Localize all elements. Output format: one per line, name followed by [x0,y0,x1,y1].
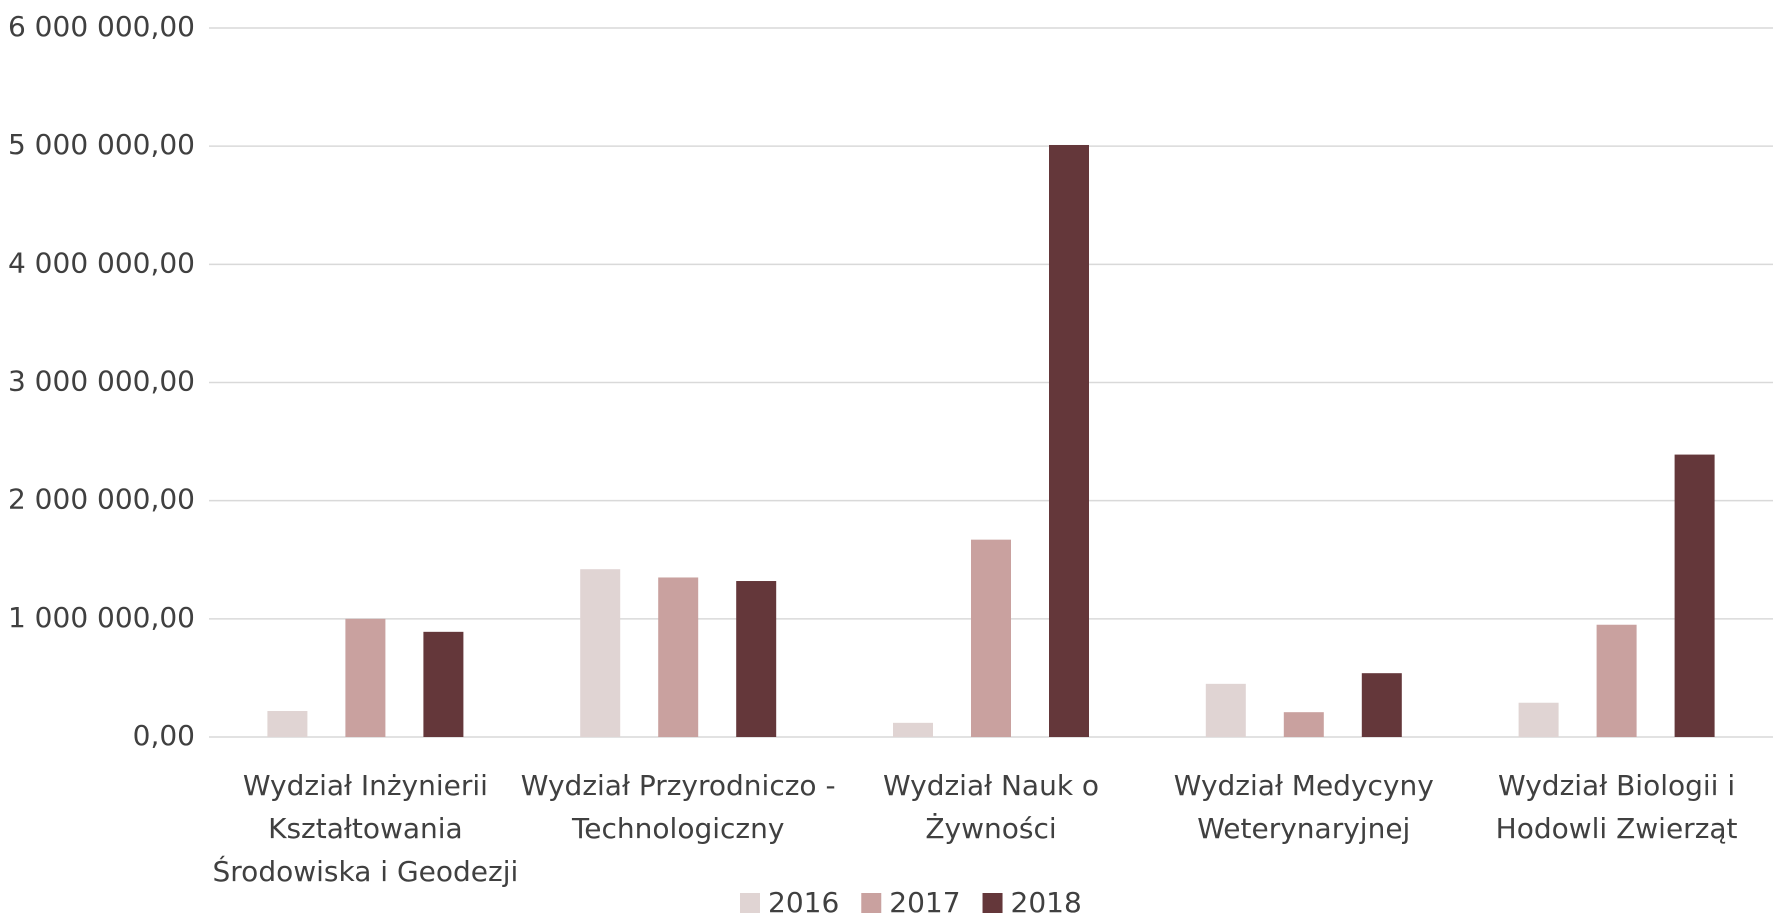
bar [1362,673,1402,737]
legend-label: 2016 [768,886,839,919]
bar [1284,712,1324,737]
bar [1206,684,1246,737]
bar [267,711,307,737]
bar [1519,703,1559,737]
bar [971,540,1011,737]
legend-label: 2017 [889,886,960,919]
bar [736,581,776,737]
y-tick-label: 5 000 000,00 [8,128,195,161]
x-tick-label: Wydział Inżynierii Kształtowania Środowi… [205,764,525,893]
bar [658,577,698,737]
chart: 0,00 1 000 000,00 2 000 000,00 3 000 000,00… [0,0,1773,923]
legend-label: 2018 [1011,886,1082,919]
y-tick-label: 0,00 [133,719,195,752]
y-tick-label: 2 000 000,00 [8,483,195,516]
x-tick-label: Wydział Medycyny Weterynaryjnej [1144,764,1464,850]
y-tick-label: 1 000 000,00 [8,601,195,634]
x-tick-label: Wydział Przyrodniczo - Technologiczny [518,764,838,850]
bar [1675,455,1715,737]
bar [423,632,463,737]
x-tick-label: Wydział Nauk o Żywności [831,764,1151,850]
bar [893,723,933,737]
legend-swatch [740,893,760,913]
bar [580,569,620,737]
bar [1597,625,1637,737]
bar [345,619,385,737]
y-tick-label: 3 000 000,00 [8,365,195,398]
x-tick-label: Wydział Biologii i Hodowli Zwierząt [1457,764,1773,850]
bar [1049,145,1089,737]
y-tick-label: 6 000 000,00 [8,10,195,43]
y-tick-label: 4 000 000,00 [8,246,195,279]
legend-swatch [983,893,1003,913]
legend-swatch [861,893,881,913]
